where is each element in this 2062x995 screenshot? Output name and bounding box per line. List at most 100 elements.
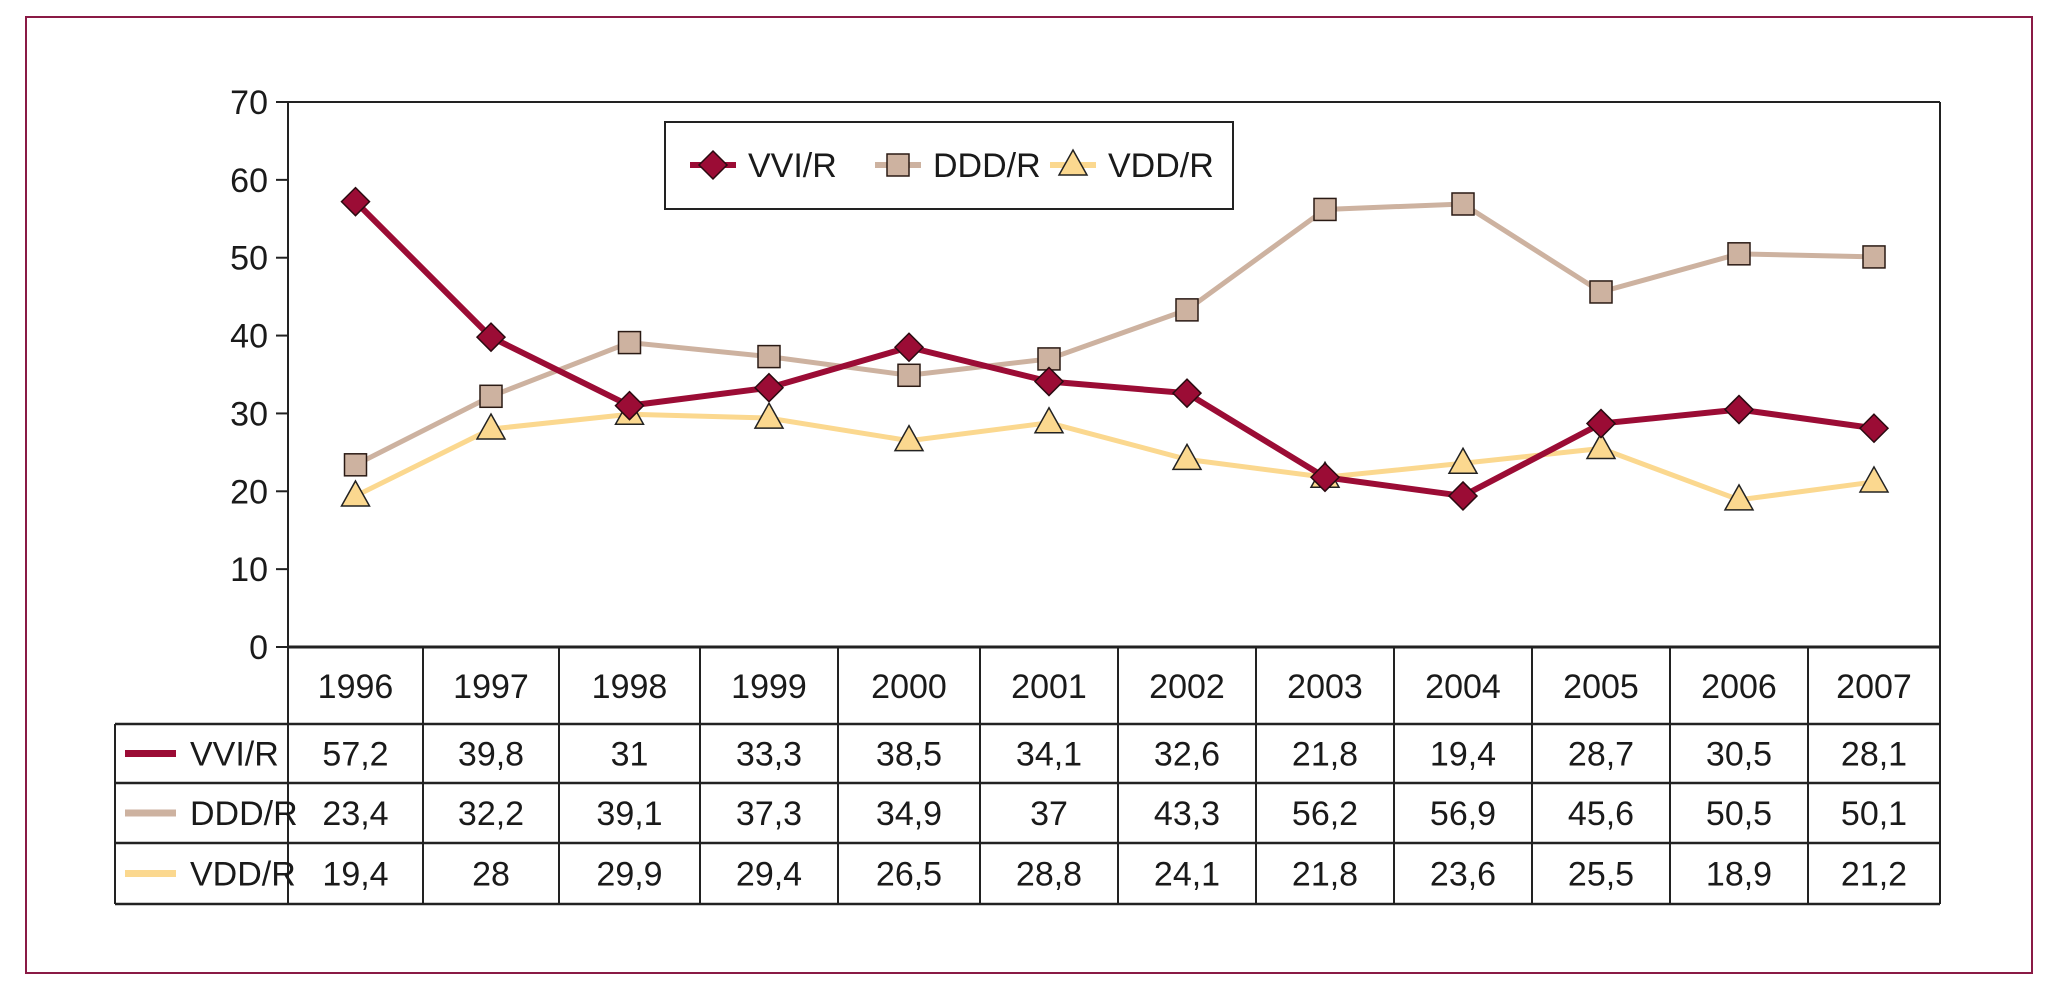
- data-point: [753, 401, 785, 429]
- x-category-label: 1998: [592, 668, 668, 706]
- y-tick-label: 70: [230, 84, 268, 122]
- data-point: [1171, 378, 1203, 409]
- table-cell-value: 25,5: [1568, 856, 1634, 894]
- y-tick-label: 30: [230, 395, 268, 433]
- data-point: [1589, 280, 1613, 304]
- table-cell-value: 21,2: [1841, 856, 1907, 894]
- table-cell-value: 29,9: [596, 856, 662, 894]
- data-point: [757, 344, 781, 369]
- data-point: [343, 453, 368, 477]
- x-category-label: 1997: [453, 668, 529, 706]
- table-cell-value: 28,1: [1841, 736, 1907, 774]
- series-lines: [340, 186, 1890, 512]
- table-cell-value: 56,9: [1430, 795, 1496, 833]
- table-cell-value: 57,2: [322, 736, 388, 774]
- table-cell-value: 31: [611, 736, 649, 774]
- data-point: [1447, 480, 1479, 512]
- data-point: [1862, 245, 1886, 269]
- y-tick-label: 50: [230, 240, 268, 278]
- series-line: [353, 199, 1875, 500]
- table-cell-value: 19,4: [1430, 736, 1496, 774]
- legend-marker: [1057, 148, 1089, 176]
- legend-marker: [697, 149, 729, 181]
- legend: VVI/R DDD/R VDD/R: [664, 121, 1234, 210]
- table-cell-value: 32,6: [1154, 736, 1220, 774]
- y-tick-label: 20: [230, 473, 268, 511]
- legend-box: [664, 121, 1234, 210]
- legend-label: VDD/R: [1108, 147, 1214, 185]
- table-cell-value: 43,3: [1154, 795, 1220, 833]
- data-point: [340, 186, 371, 217]
- data-point: [479, 384, 503, 409]
- data-point: [1723, 394, 1755, 425]
- table-cell-value: 33,3: [736, 736, 802, 774]
- table-cell-value: 30,5: [1706, 736, 1772, 774]
- x-category-label: 2004: [1425, 668, 1501, 706]
- data-point: [617, 330, 642, 355]
- data-point: [1858, 413, 1890, 444]
- data-point: [475, 412, 507, 440]
- table-cell-value: 24,1: [1154, 856, 1220, 894]
- table-cell-value: 37: [1030, 795, 1068, 833]
- data-point: [475, 322, 507, 353]
- table-cell-value: 39,1: [596, 795, 662, 833]
- table-cell-value: 23,6: [1430, 856, 1496, 894]
- data-point: [1171, 442, 1203, 471]
- table-cell-value: 32,2: [458, 795, 524, 833]
- data-point: [1309, 462, 1341, 493]
- table-cell-value: 29,4: [736, 856, 802, 894]
- y-tick-label: 60: [230, 162, 268, 200]
- x-category-label: 1999: [731, 668, 807, 706]
- table-cell-value: 28,7: [1568, 736, 1634, 774]
- data-point: [1585, 408, 1617, 439]
- data-point: [1451, 192, 1475, 216]
- legend-marker: [886, 153, 910, 177]
- x-category-label: 2005: [1563, 668, 1639, 706]
- y-tick-label: 10: [230, 551, 268, 589]
- data-point: [340, 479, 371, 507]
- x-category-label: 2007: [1836, 668, 1912, 706]
- table-cell-value: 19,4: [322, 856, 388, 894]
- series-line: [354, 411, 1875, 503]
- table-cell-value: 28,8: [1016, 856, 1082, 894]
- table-cell-value: 50,1: [1841, 795, 1907, 833]
- data-point: [1727, 242, 1751, 266]
- table-cell-value: 34,9: [876, 795, 942, 833]
- data-point: [1447, 446, 1479, 475]
- legend-label: VVI/R: [748, 147, 837, 185]
- table-cell-value: 26,5: [876, 856, 942, 894]
- table-series-name: VVI/R: [190, 736, 279, 774]
- data-point: [897, 363, 921, 388]
- data-point: [1585, 431, 1617, 460]
- x-category-label: 2006: [1701, 668, 1777, 706]
- x-category-label: 2000: [871, 668, 947, 706]
- data-point: [1175, 298, 1199, 322]
- data-point: [1033, 406, 1065, 434]
- y-tick-label: 40: [230, 318, 268, 356]
- y-tick-label: 0: [249, 629, 268, 667]
- table-cell-value: 23,4: [322, 795, 388, 833]
- data-point: [1723, 483, 1755, 511]
- table-cell-value: 18,9: [1706, 856, 1772, 894]
- data-point: [893, 424, 925, 452]
- table-cell-value: 45,6: [1568, 795, 1634, 833]
- series-line: [354, 201, 1875, 468]
- table-cell-value: 56,2: [1292, 795, 1358, 833]
- data-point: [753, 372, 785, 403]
- table-cell-value: 34,1: [1016, 736, 1082, 774]
- data-point: [1313, 197, 1337, 222]
- table-cell-value: 21,8: [1292, 736, 1358, 774]
- table-cell-value: 37,3: [736, 795, 802, 833]
- data-point: [893, 332, 925, 363]
- table-cell-value: 38,5: [876, 736, 942, 774]
- data-point: [1033, 366, 1065, 397]
- table-cell-value: 39,8: [458, 736, 524, 774]
- x-category-label: 2002: [1149, 668, 1225, 706]
- table-cell-value: 28: [472, 856, 510, 894]
- table-series-name: VDD/R: [190, 856, 296, 894]
- table-cell-value: 21,8: [1292, 856, 1358, 894]
- data-table: 1996 1997 1998 1999 2000 2001 2002 2003 2004 2005…: [114, 645, 1941, 906]
- data-point: [614, 390, 645, 421]
- x-category-label: 2003: [1287, 668, 1363, 706]
